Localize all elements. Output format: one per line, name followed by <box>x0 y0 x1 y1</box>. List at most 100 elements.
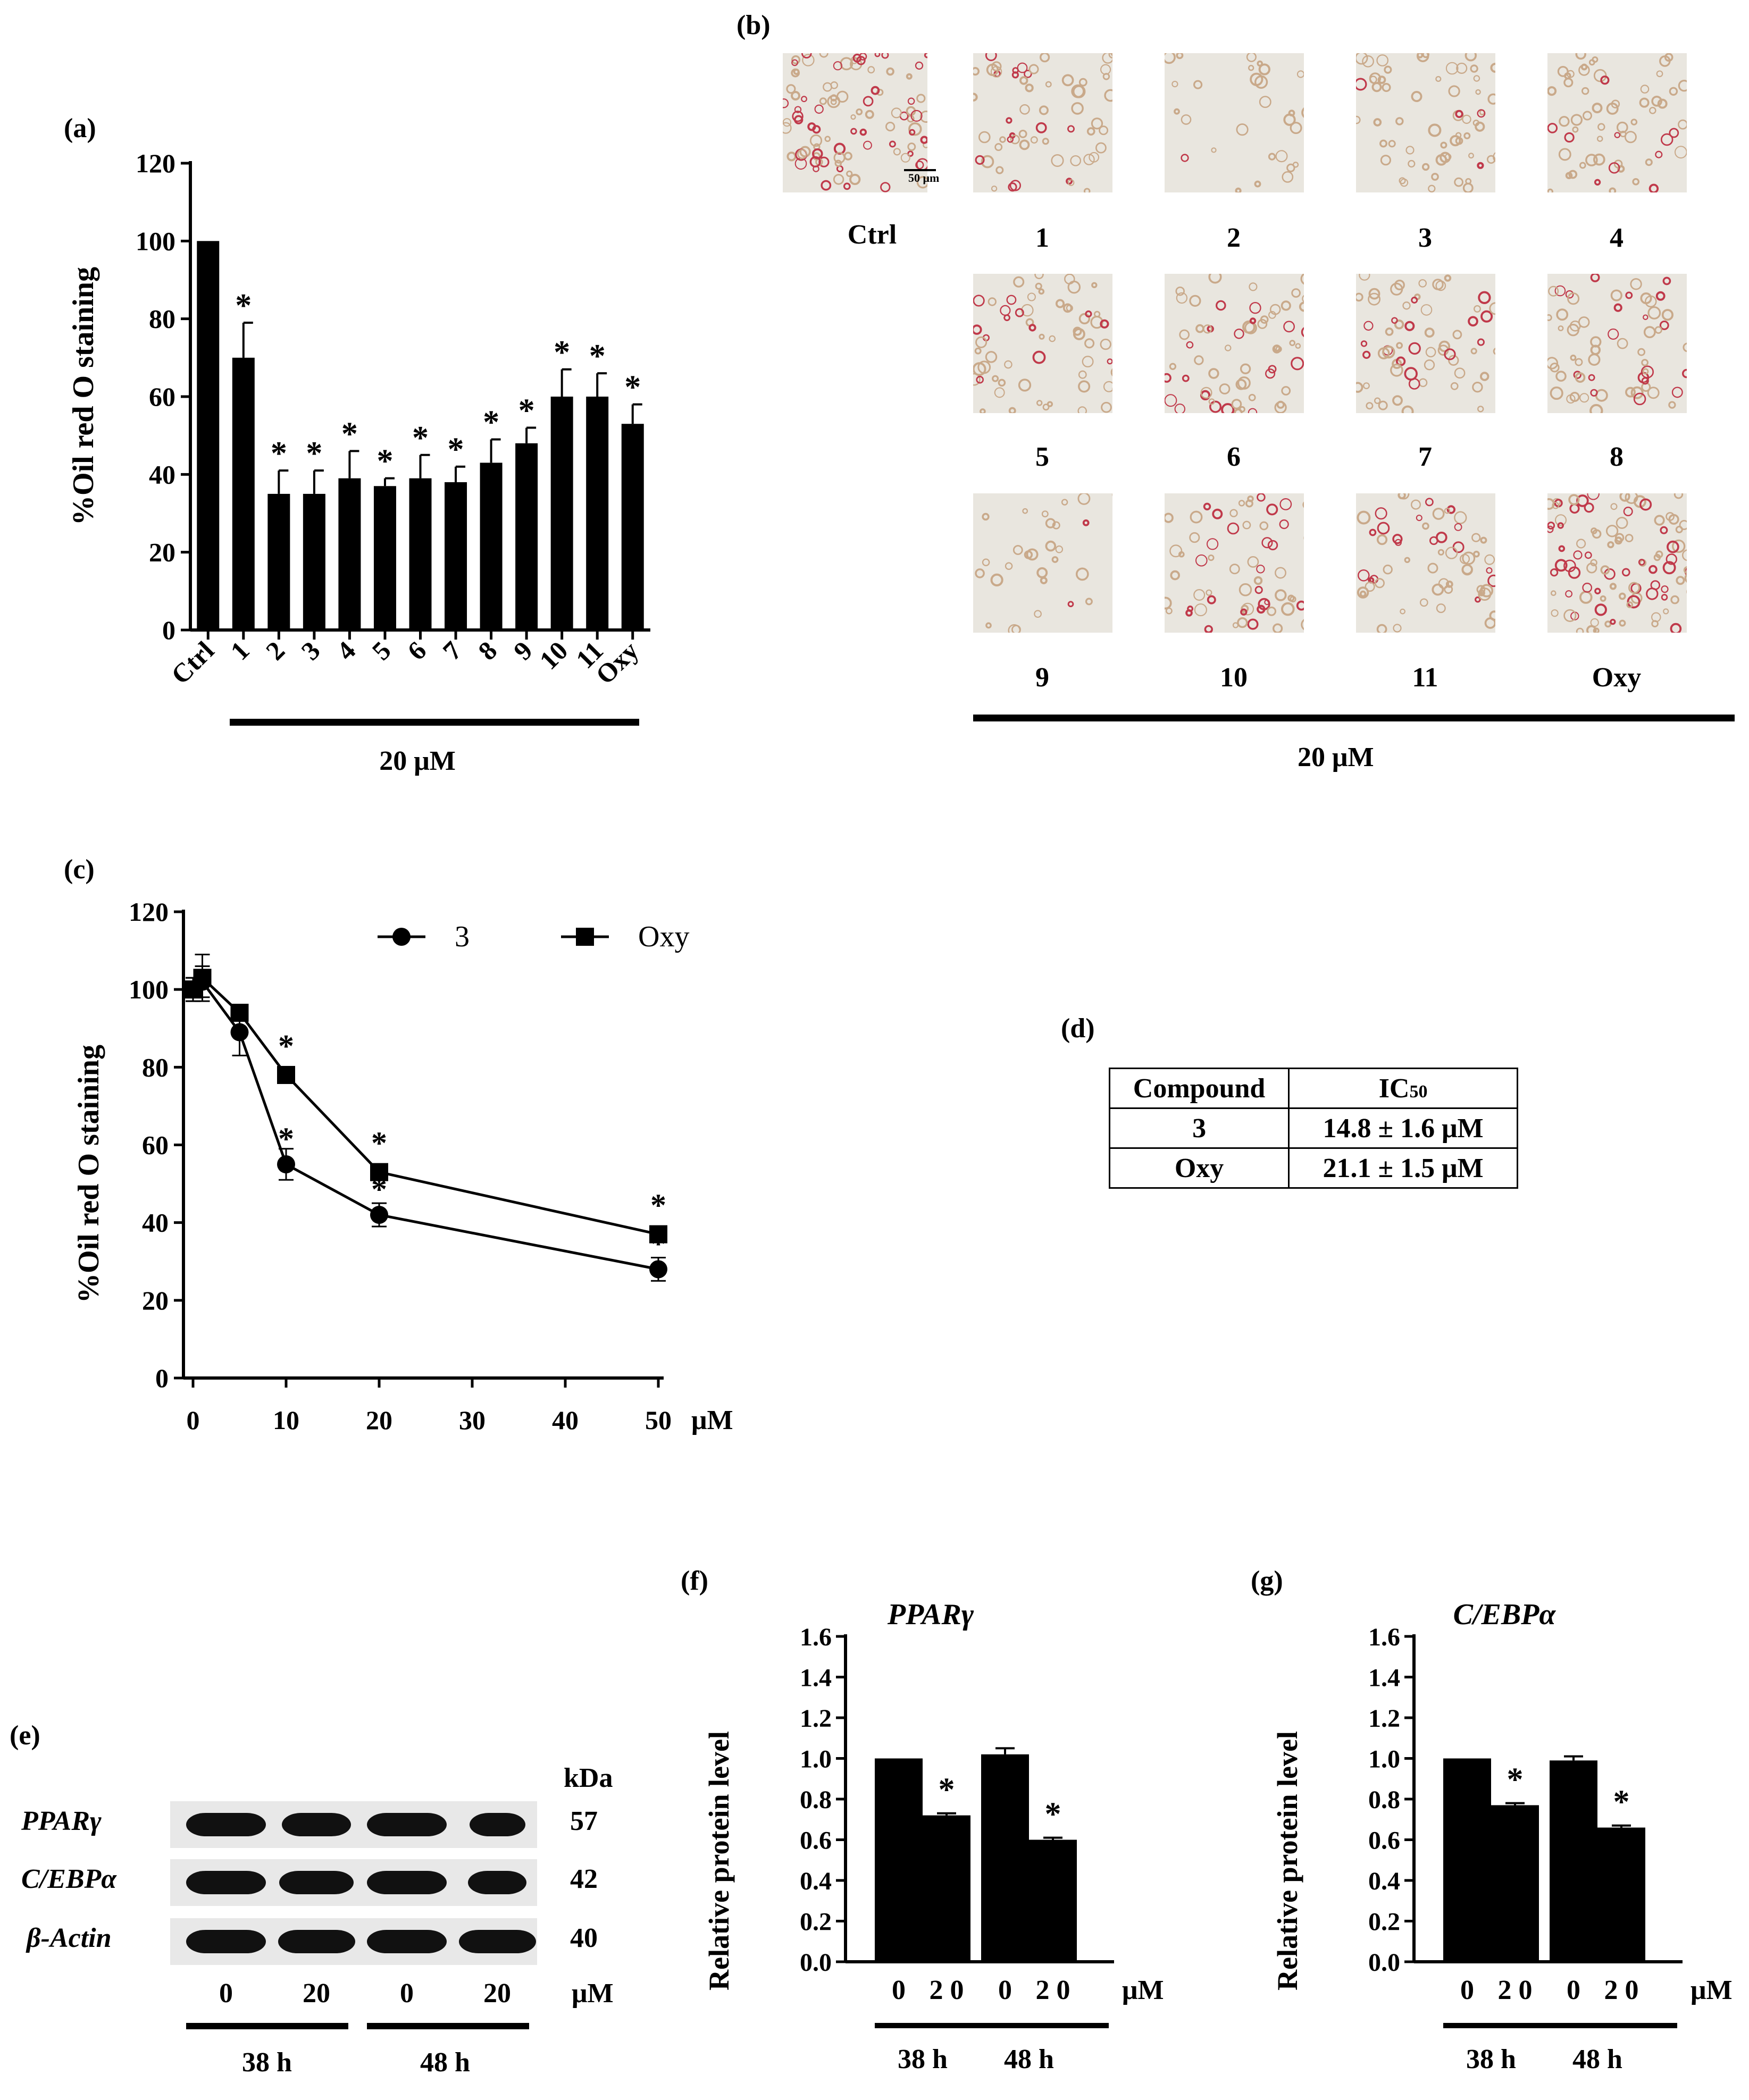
data-point-square <box>231 1004 249 1022</box>
bar <box>445 482 467 630</box>
y-tick-label: 1.6 <box>800 1623 832 1651</box>
blot-band <box>279 1871 354 1894</box>
blot-band <box>459 1930 536 1953</box>
ic50-row-compound: 3 <box>1110 1108 1289 1148</box>
panel-f-title: PPARγ <box>887 1598 974 1631</box>
lane-dose-label: 0 <box>210 1978 242 2009</box>
panel-g-chart: (g) C/EBPα Relative protein level 0.00.2… <box>1238 1542 1749 2100</box>
y-tick-label: 1.6 <box>1368 1623 1400 1651</box>
y-tick-label: 60 <box>142 1130 169 1160</box>
series-line-Oxy <box>193 978 658 1234</box>
panel-a-ylabel: %Oil red O staining <box>67 267 100 525</box>
y-tick-label: 40 <box>142 1208 169 1238</box>
micrograph-label: Ctrl <box>808 219 936 250</box>
micrograph-label: 9 <box>973 662 1111 693</box>
significance-star: * <box>448 432 464 468</box>
significance-star: * <box>483 404 499 440</box>
significance-star: * <box>518 393 535 429</box>
data-point-circle <box>370 1206 388 1224</box>
y-tick-label: 1.4 <box>800 1664 832 1692</box>
micrograph-label: 5 <box>973 441 1111 473</box>
data-point-circle <box>231 1023 249 1041</box>
blot-kda: 57 <box>570 1805 598 1837</box>
micrograph-image <box>973 493 1112 633</box>
micrograph-image <box>1547 53 1687 192</box>
blot-row-label: PPARγ <box>21 1805 102 1837</box>
bar <box>586 397 608 630</box>
blot-band <box>468 1871 526 1894</box>
ic50-table: Compound IC50 3 14.8 ± 1.6 μM Oxy 21.1 ±… <box>1109 1068 1518 1189</box>
x-tick-label: 40 <box>552 1405 579 1435</box>
y-tick-label: 40 <box>149 459 175 489</box>
blot-kda: 42 <box>570 1863 598 1895</box>
group-label: 48 h <box>420 2047 470 2078</box>
y-tick-label: 120 <box>136 148 175 178</box>
x-tick-label: 7 <box>437 635 467 666</box>
panel-c-label: (c) <box>64 854 95 885</box>
micrograph-image <box>973 53 1112 192</box>
bar <box>1550 1760 1597 1962</box>
ic50-header-compound: Compound <box>1110 1069 1289 1108</box>
x-tick-label: 30 <box>459 1405 486 1435</box>
micrograph-label: 1 <box>973 222 1111 254</box>
micrograph-image <box>1547 493 1687 633</box>
x-tick-label: 0 <box>892 1975 906 2005</box>
bar <box>1597 1828 1645 1962</box>
data-point-circle <box>277 1155 295 1173</box>
panel-e-label: (e) <box>10 1720 40 1751</box>
micrograph-label: 3 <box>1356 222 1494 254</box>
panel-b-group-label: 20 μM <box>1298 742 1374 773</box>
lane-dose-label: 20 <box>300 1978 332 2009</box>
data-point-square <box>277 1066 295 1084</box>
data-point-square <box>194 969 212 987</box>
significance-star: * <box>235 288 252 324</box>
significance-star: * <box>1045 1796 1061 1833</box>
panel-b-label: (b) <box>737 10 771 41</box>
y-tick-label: 0.2 <box>800 1908 832 1936</box>
significance-star: * <box>376 443 393 480</box>
y-tick-label: 0.4 <box>800 1867 832 1895</box>
x-tick-label: 10 <box>273 1405 299 1435</box>
significance-star: * <box>271 435 287 472</box>
x-tick-label: 0 <box>1460 1975 1474 2005</box>
bar <box>338 478 361 630</box>
panel-d-label: (d) <box>1061 1013 1095 1044</box>
y-tick-label: 0.0 <box>800 1948 832 1977</box>
y-tick-label: 20 <box>149 537 175 567</box>
series-line-3 <box>193 982 658 1270</box>
blot-band <box>186 1871 266 1894</box>
blot-row-label: β-Actin <box>27 1922 112 1954</box>
y-tick-label: 1.2 <box>800 1704 832 1733</box>
bar <box>232 358 255 630</box>
significance-star: * <box>306 435 322 472</box>
significance-star: * <box>939 1772 955 1808</box>
group-label: 48 h <box>1572 2044 1622 2074</box>
significance-star: * <box>1507 1761 1524 1797</box>
y-tick-label: 0.4 <box>1368 1867 1400 1895</box>
bar <box>409 478 432 630</box>
group-bar <box>981 2023 1109 2028</box>
x-tick-label: 1 <box>224 635 255 666</box>
bar <box>515 443 538 630</box>
y-tick-label: 80 <box>142 1052 169 1082</box>
bar <box>267 494 290 630</box>
lane-dose-label: 0 <box>391 1978 423 2009</box>
group-bar <box>367 2023 529 2029</box>
x-tick-label: 8 <box>472 635 503 666</box>
significance-star: * <box>589 338 606 374</box>
bar <box>923 1816 970 1962</box>
micrograph-label: 4 <box>1547 222 1686 254</box>
micrograph-image <box>1356 493 1495 633</box>
bar <box>875 1759 923 1962</box>
bar <box>551 397 573 630</box>
bar <box>374 486 396 630</box>
micrograph-image <box>1547 274 1687 413</box>
micrograph-label: 10 <box>1165 662 1303 693</box>
dose-unit: μM <box>572 1978 614 2009</box>
bar <box>480 463 503 630</box>
significance-star: * <box>650 1188 666 1223</box>
data-point-square <box>649 1225 667 1244</box>
bar <box>981 1754 1029 1962</box>
y-tick-label: 20 <box>142 1286 169 1315</box>
blot-band <box>186 1930 266 1953</box>
